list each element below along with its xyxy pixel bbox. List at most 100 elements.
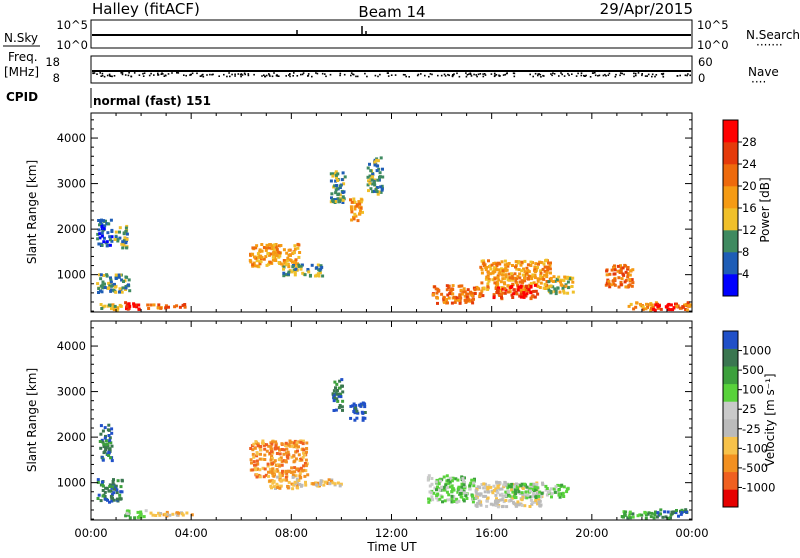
heatmap-cell	[452, 500, 456, 503]
heatmap-cell	[254, 440, 258, 444]
heatmap-cell	[438, 478, 442, 482]
heatmap-cell	[545, 270, 549, 274]
heatmap-cell	[460, 475, 464, 479]
heatmap-cell	[263, 458, 267, 461]
heatmap-cell	[656, 302, 659, 306]
heatmap-cell	[537, 494, 541, 498]
nave-dot	[408, 76, 410, 78]
heatmap-cell	[278, 471, 282, 475]
heatmap-cell	[461, 488, 465, 492]
heatmap-cell	[476, 286, 480, 290]
heatmap-cell	[447, 284, 451, 288]
heatmap-cell	[98, 236, 102, 240]
heatmap-cell	[106, 231, 110, 235]
heatmap-cell	[260, 243, 264, 246]
heatmap-cell	[341, 171, 345, 175]
heatmap-cell	[498, 487, 502, 491]
heatmap-cell	[255, 264, 259, 268]
heatmap-cell	[292, 441, 296, 445]
heatmap-cell	[110, 459, 114, 463]
heatmap-cell	[626, 516, 630, 520]
nave-dot	[316, 72, 319, 75]
nave-dot	[234, 73, 236, 76]
heatmap-cell	[444, 485, 448, 489]
nave-dot	[157, 74, 160, 76]
heatmap-cell	[545, 272, 549, 276]
heatmap-cell	[302, 448, 306, 452]
heatmap-cell	[469, 481, 473, 485]
heatmap-cell	[495, 284, 499, 288]
nave-dot	[100, 75, 102, 77]
nave-dot	[633, 72, 635, 75]
colorbar-block	[723, 366, 738, 385]
heatmap-cell	[118, 287, 122, 291]
heatmap-cell	[492, 293, 496, 297]
heatmap-cell	[454, 298, 458, 302]
nave-dot	[651, 73, 654, 76]
heatmap-cell	[276, 475, 280, 479]
heatmap-cell	[282, 459, 286, 463]
heatmap-cell	[359, 200, 363, 204]
nave-dot	[167, 73, 170, 75]
heatmap-cell	[142, 515, 146, 519]
heatmap-cell	[513, 485, 517, 489]
y-tick-label: 2000	[57, 430, 86, 444]
heatmap-cell	[270, 247, 274, 251]
nave-dot	[240, 73, 243, 75]
heatmap-cell	[291, 444, 295, 448]
heatmap-cell	[511, 276, 515, 280]
heatmap-cell	[452, 495, 456, 498]
heatmap-cell	[280, 442, 284, 446]
heatmap-cell	[562, 291, 566, 295]
heatmap-cell	[116, 479, 120, 483]
heatmap-cell	[646, 512, 650, 516]
nave-dot	[540, 76, 542, 78]
heatmap-cell	[566, 280, 570, 284]
heatmap-cell	[502, 483, 506, 487]
nave-dot	[494, 72, 496, 75]
heatmap-cell	[508, 494, 512, 498]
heatmap-cell	[529, 284, 533, 288]
heatmap-cell	[377, 190, 381, 194]
heatmap-cell	[489, 267, 493, 271]
heatmap-cell	[507, 484, 511, 488]
heatmap-cell	[565, 490, 569, 494]
nave-dot	[468, 73, 470, 75]
heatmap-cell	[496, 274, 500, 278]
nave-dot	[465, 72, 467, 74]
heatmap-cell	[644, 511, 648, 515]
nave-dot	[278, 75, 280, 77]
heatmap-cell	[659, 508, 663, 512]
heatmap-cell	[566, 487, 570, 491]
heatmap-cell	[493, 277, 497, 281]
heatmap-cell	[314, 274, 317, 278]
heatmap-cell	[318, 271, 322, 275]
nave-dot	[394, 74, 397, 76]
nave-dot	[451, 75, 454, 77]
heatmap-cell	[667, 302, 671, 306]
heatmap-cell	[102, 219, 106, 223]
heatmap-cell	[122, 238, 126, 242]
heatmap-cell	[334, 191, 338, 195]
heatmap-cell	[532, 482, 536, 486]
heatmap-cell	[442, 296, 446, 300]
nave-dot	[513, 75, 516, 78]
nave-dot	[206, 74, 208, 76]
nsearch-label: N.Search	[746, 28, 800, 42]
heatmap-cell	[523, 287, 527, 291]
heatmap-cell	[359, 206, 363, 210]
heatmap-cell	[556, 483, 560, 487]
heatmap-cell	[339, 198, 343, 202]
nave-dot	[551, 74, 553, 77]
heatmap-cell	[299, 457, 303, 461]
heatmap-cell	[103, 490, 107, 494]
colorbar-tick-label: 4	[742, 267, 749, 281]
heatmap-cell	[103, 304, 107, 308]
time-axis-label: Time UT	[366, 540, 417, 554]
heatmap-cell	[435, 478, 439, 482]
heatmap-cell	[535, 486, 539, 490]
heatmap-cell	[516, 288, 520, 292]
heatmap-cell	[426, 476, 430, 480]
heatmap-cell	[277, 261, 281, 264]
noise-left-tick-bottom: 10^0	[56, 38, 88, 52]
